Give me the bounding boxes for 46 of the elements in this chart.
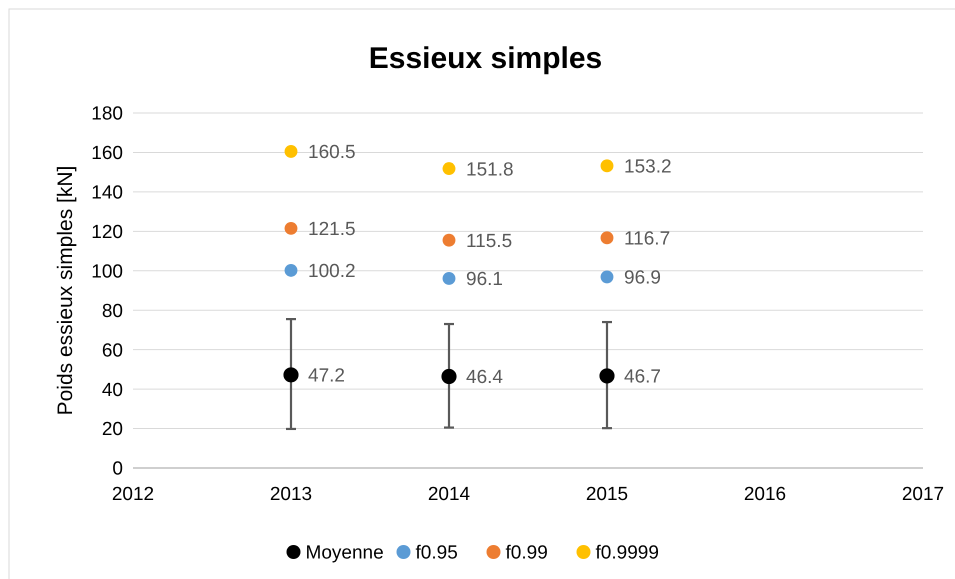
data-label: 153.2: [624, 156, 672, 178]
y-tick-label: 60: [102, 340, 123, 362]
data-label: 151.8: [466, 159, 514, 180]
legend-label: f0.99: [506, 542, 548, 564]
point: [284, 222, 298, 235]
point: [600, 270, 614, 284]
chart-title: Essieux simples: [368, 42, 602, 75]
legend-label: f0.95: [416, 542, 458, 564]
legend-label: Moyenne: [306, 542, 384, 564]
y-tick-label: 40: [102, 380, 123, 401]
x-tick-label: 2016: [744, 484, 786, 505]
point: [441, 368, 457, 384]
data-label: 46.7: [624, 366, 661, 388]
point: [442, 234, 456, 247]
data-label: 46.4: [466, 367, 504, 388]
legend-label: f0.9999: [596, 542, 659, 564]
point: [600, 159, 614, 172]
point: [599, 368, 615, 384]
y-axis-title: Poids essieux simples [kN]: [54, 166, 77, 416]
data-label: 115.5: [466, 230, 512, 252]
y-tick-label: 160: [91, 143, 123, 164]
data-label: 47.2: [308, 366, 345, 387]
y-tick-label: 140: [91, 182, 123, 204]
data-label: 121.5: [308, 219, 356, 240]
x-tick-label: 2013: [270, 484, 312, 505]
point: [600, 231, 614, 244]
y-tick-label: 80: [102, 300, 123, 322]
point: [442, 162, 456, 176]
point: [284, 264, 298, 277]
y-tick-label: 100: [91, 261, 123, 282]
y-tick-label: 20: [102, 419, 123, 440]
data-label: 96.9: [624, 268, 661, 289]
data-label: 160.5: [308, 142, 356, 164]
x-tick-label: 2017: [902, 484, 944, 505]
point: [442, 272, 456, 285]
x-tick-label: 2015: [586, 484, 628, 505]
data-label: 96.1: [466, 269, 503, 290]
data-label: 116.7: [624, 228, 670, 250]
y-tick-label: 180: [91, 104, 123, 125]
y-tick-label: 120: [91, 222, 123, 243]
x-tick-label: 2014: [428, 484, 471, 505]
data-label: 100.2: [308, 261, 356, 282]
x-tick-label: 2012: [112, 484, 154, 505]
y-tick-label: 0: [112, 458, 123, 480]
point: [283, 367, 299, 382]
point: [284, 145, 298, 158]
